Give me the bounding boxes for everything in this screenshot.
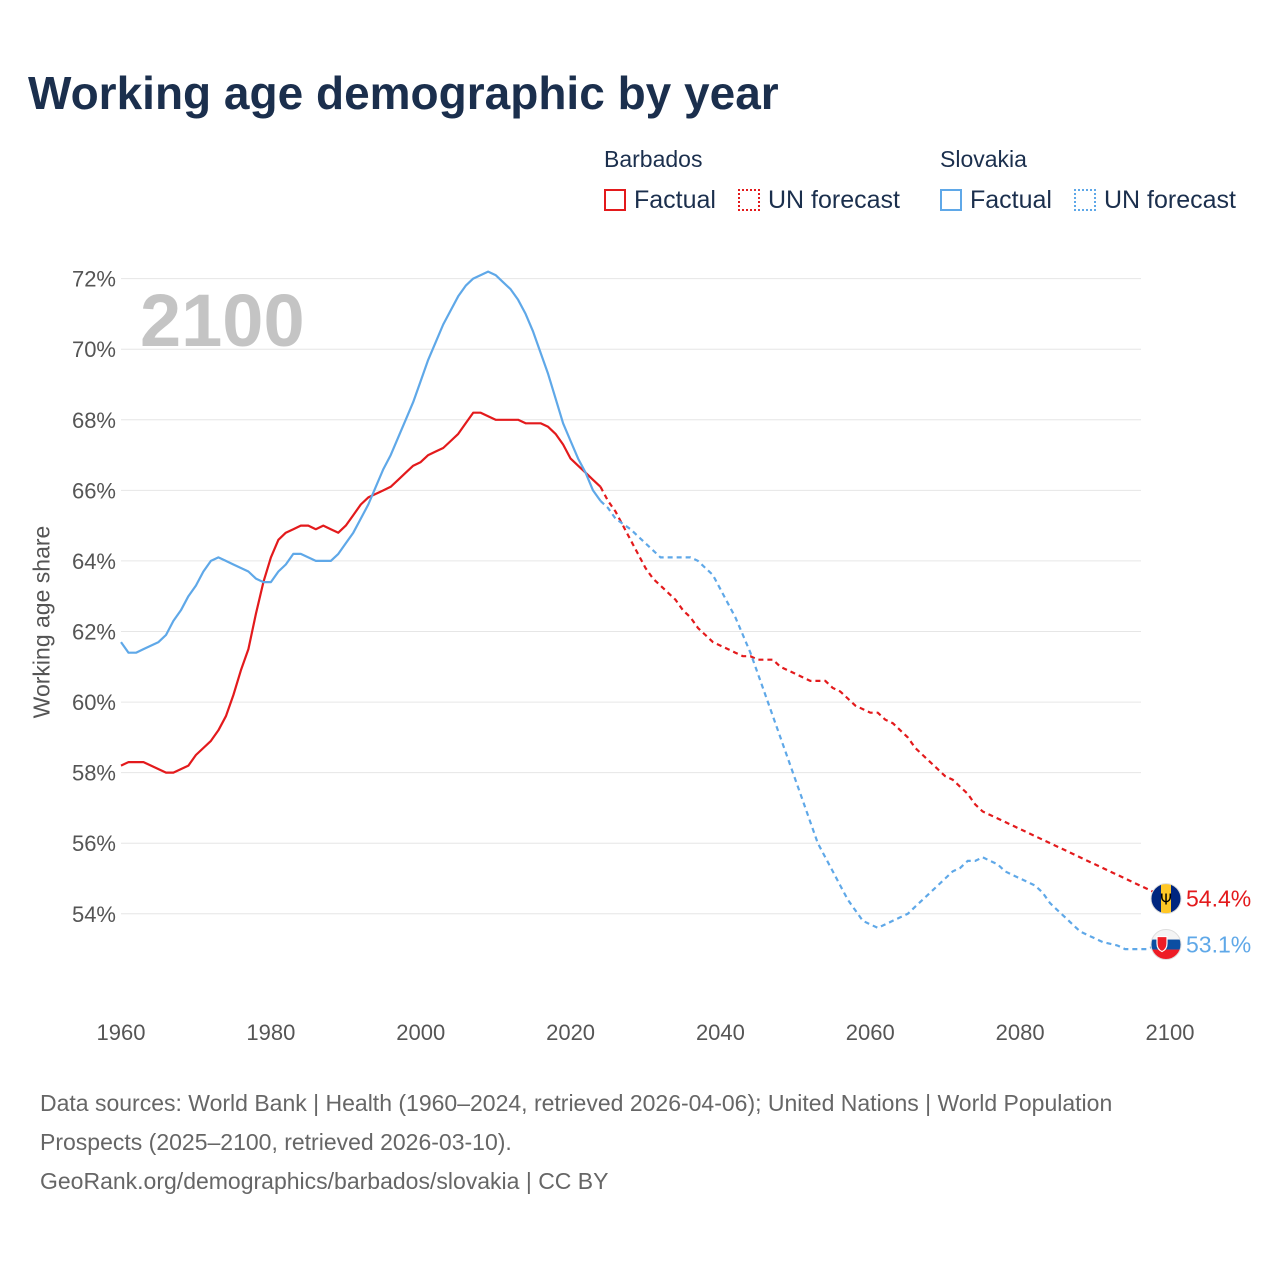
- source-url[interactable]: GeoRank.org/demographics/barbados/slovak…: [40, 1168, 609, 1194]
- flag-slovakia-icon: [1151, 929, 1181, 960]
- x-tick-label: 2100: [1146, 1020, 1195, 1045]
- series-line-slovakia-factual: [120, 270, 602, 654]
- y-tick-label: 60%: [72, 690, 116, 715]
- x-tick-label: 1960: [97, 1020, 146, 1045]
- legend-label: Factual: [970, 185, 1052, 214]
- y-tick-label: 64%: [72, 549, 116, 574]
- legend-label: UN forecast: [1104, 185, 1236, 214]
- chart-title: Working age demographic by year: [28, 67, 779, 119]
- y-tick-label: 72%: [72, 267, 116, 292]
- legend-barbados-forecast[interactable]: UN forecast: [738, 186, 900, 214]
- y-tick-label: 56%: [72, 831, 116, 856]
- x-tick-label: 2060: [846, 1020, 895, 1045]
- x-tick-label: 1980: [246, 1020, 295, 1045]
- legend-group-slovakia: Slovakia: [940, 146, 1027, 172]
- x-tick-label: 2000: [396, 1020, 445, 1045]
- flag-border: [1150, 883, 1182, 915]
- y-tick-label: 58%: [72, 761, 116, 786]
- flag-border: [1150, 929, 1182, 961]
- y-tick-label: 62%: [72, 620, 116, 645]
- legend-slovakia-factual[interactable]: Factual: [940, 186, 1052, 214]
- series-line-slovakia-forecast: [599, 500, 1170, 951]
- series-line-barbados-forecast: [599, 486, 1171, 901]
- y-tick-label: 70%: [72, 337, 116, 362]
- legend-swatch-slovakia-forecast: [1074, 189, 1096, 211]
- x-tick-label: 2020: [546, 1020, 595, 1045]
- source-line: Data sources: World Bank | Health (1960–…: [40, 1090, 1113, 1155]
- x-tick-label: 2040: [696, 1020, 745, 1045]
- source-note: Data sources: World Bank | Health (1960–…: [40, 1084, 1200, 1201]
- end-value-label-slovakia: 53.1%: [1186, 932, 1251, 958]
- series-line-barbados-factual: [120, 411, 602, 774]
- y-tick-label: 54%: [72, 902, 116, 927]
- legend-slovakia-forecast[interactable]: UN forecast: [1074, 186, 1236, 214]
- svg-text:Ψ: Ψ: [1160, 891, 1172, 909]
- legend-label: Factual: [634, 185, 716, 214]
- y-axis-label: Working age share: [28, 525, 55, 719]
- end-value-label-barbados: 54.4%: [1186, 886, 1251, 912]
- legend-swatch-barbados-factual: [604, 189, 626, 211]
- year-display: 2100: [140, 279, 305, 362]
- legend-label: UN forecast: [768, 185, 900, 214]
- flag-barbados-icon: Ψ: [1151, 883, 1181, 914]
- y-tick-label: 68%: [72, 408, 116, 433]
- x-tick-label: 2080: [996, 1020, 1045, 1045]
- legend-barbados-factual[interactable]: Factual: [604, 186, 716, 214]
- y-tick-label: 66%: [72, 478, 116, 503]
- legend-swatch-barbados-forecast: [738, 189, 760, 211]
- legend-swatch-slovakia-factual: [940, 189, 962, 211]
- legend-group-barbados: Barbados: [604, 146, 703, 172]
